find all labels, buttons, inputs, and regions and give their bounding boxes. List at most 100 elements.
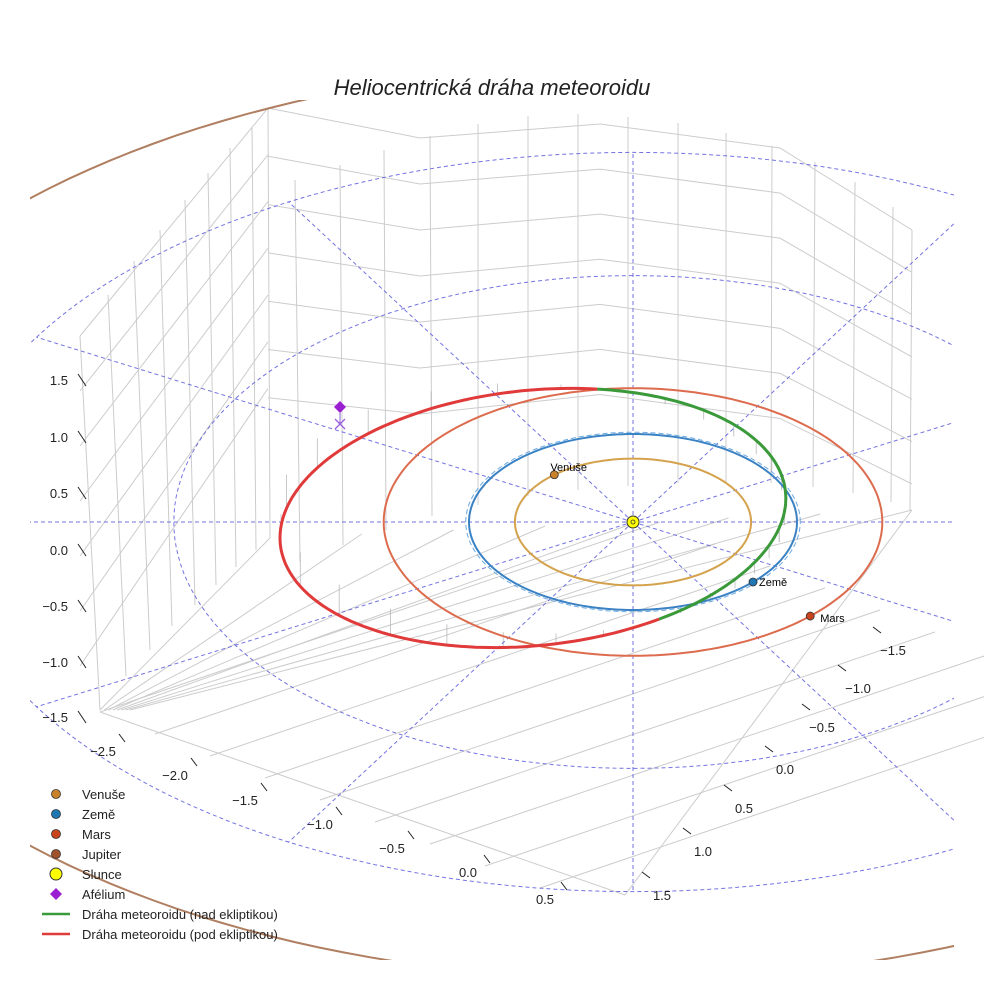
legend-label: Dráha meteoroidu (pod ekliptikou) — [82, 927, 278, 942]
reference-spoke — [632, 222, 954, 523]
grid-line — [99, 711, 626, 896]
x-tick — [483, 854, 491, 864]
venus-label: Venuše — [550, 462, 587, 474]
grid-line — [116, 521, 638, 711]
axis-panes-grid — [79, 107, 984, 896]
grid-line — [251, 126, 257, 551]
grid-line — [112, 525, 546, 711]
y-tick — [764, 745, 774, 753]
y-tick — [641, 871, 651, 879]
orbit-venuše — [513, 457, 753, 587]
grid-line — [99, 537, 271, 711]
legend-label: Dráha meteoroidu (nad ekliptikou) — [82, 907, 278, 922]
grid-line — [429, 655, 984, 845]
y-tick-label: −0.5 — [809, 720, 835, 735]
grid-line — [319, 609, 881, 801]
legend-marker — [49, 867, 63, 881]
meteoroid-path-below — [278, 386, 660, 650]
reference-spoke — [288, 521, 634, 843]
orbit-země — [467, 433, 798, 611]
grid-line — [267, 348, 913, 443]
reference-circle — [173, 275, 954, 769]
reference-spoke — [36, 521, 634, 708]
grid-line — [539, 736, 984, 889]
grid-line — [108, 529, 454, 711]
z-tick — [77, 710, 87, 724]
aphelion-marker — [334, 401, 346, 413]
legend-label: Venuše — [82, 787, 125, 802]
grid-line — [267, 107, 913, 231]
legend-label: Země — [82, 807, 115, 822]
grid-line — [107, 294, 127, 677]
grid-line — [429, 135, 433, 517]
z-tick-label: −1.5 — [42, 710, 68, 725]
x-tick — [335, 806, 343, 816]
legend-marker — [51, 789, 61, 799]
z-tick — [77, 655, 87, 669]
z-tick — [77, 486, 87, 500]
grid-line — [267, 204, 913, 316]
reference-spoke — [632, 422, 954, 523]
z-tick-label: −0.5 — [42, 599, 68, 614]
z-tick — [77, 599, 87, 613]
grid-line — [133, 260, 151, 651]
grid-line — [339, 164, 344, 546]
grid-line — [812, 161, 816, 488]
x-tick — [407, 830, 415, 840]
x-tick-label: 0.0 — [459, 865, 477, 880]
z-tick-label: 1.0 — [50, 430, 68, 445]
legend-label: Slunce — [82, 867, 122, 882]
grid-line — [229, 147, 237, 568]
meteoroid-orbit — [278, 386, 788, 650]
x-tick — [560, 881, 568, 891]
x-tick — [190, 757, 198, 767]
z-tick-label: 1.5 — [50, 373, 68, 388]
z-tick-label: 0.0 — [50, 543, 68, 558]
grid-line — [383, 149, 387, 531]
grid-line — [890, 206, 894, 503]
sun-marker — [626, 515, 640, 529]
grid-line — [79, 335, 101, 711]
z-tick — [77, 430, 87, 444]
orbit-mars — [382, 387, 884, 657]
y-tick — [837, 664, 847, 672]
grid-line — [79, 154, 269, 392]
mars-label: Mars — [820, 613, 845, 625]
grid-line — [207, 172, 217, 586]
z-tick — [77, 543, 87, 557]
planet-orbits — [30, 100, 954, 960]
grid-line — [121, 517, 729, 711]
z-tick-label: 0.5 — [50, 486, 68, 501]
y-tick-label: 0.0 — [776, 762, 794, 777]
x-tick-label: 0.5 — [536, 892, 554, 907]
grid-line — [99, 521, 661, 713]
grid-line — [267, 393, 913, 485]
grid-line — [125, 513, 821, 711]
orbit-earth-overlay — [465, 431, 801, 613]
y-tick-label: 0.5 — [735, 801, 753, 816]
grid-line — [79, 341, 269, 612]
grid-line — [852, 181, 856, 494]
legend-marker — [50, 888, 62, 900]
grid-line — [909, 229, 913, 511]
z-tick-label: −1.0 — [42, 655, 68, 670]
grid-line — [374, 631, 936, 823]
ecliptic-reference-grid — [30, 151, 954, 893]
grid-line — [79, 201, 269, 447]
y-tick-label: −1.0 — [845, 681, 871, 696]
grid-line — [267, 300, 913, 400]
x-tick-label: −1.0 — [307, 817, 333, 832]
sun-core — [630, 519, 636, 525]
y-tick-label: 1.5 — [653, 888, 671, 903]
meteoroid-path-above — [658, 527, 781, 621]
y-tick — [682, 827, 692, 835]
grid-line — [484, 696, 984, 867]
grid-line — [267, 107, 271, 539]
grid-line — [770, 145, 773, 484]
grid-line — [209, 565, 771, 757]
grid-line — [79, 294, 269, 557]
legend-label: Afélium — [82, 887, 125, 902]
x-tick — [118, 733, 126, 743]
grid-line — [79, 247, 269, 502]
